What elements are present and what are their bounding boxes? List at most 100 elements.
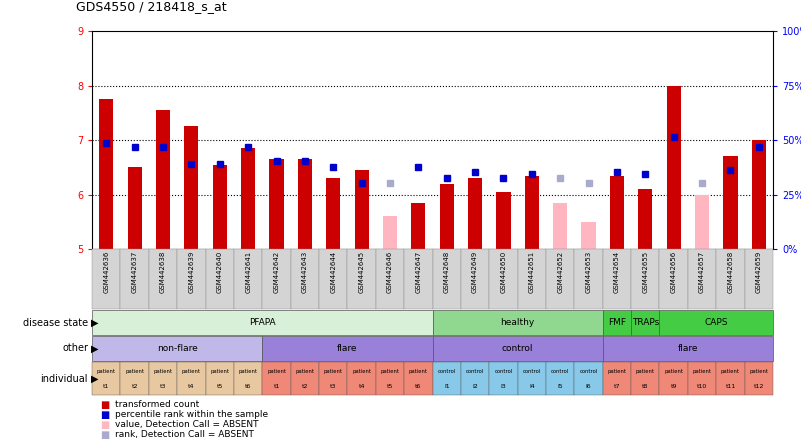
Text: patient: patient [154, 369, 172, 374]
Bar [695, 194, 709, 249]
Text: GSM442640: GSM442640 [217, 251, 223, 293]
Text: t12: t12 [754, 385, 764, 389]
Text: patient: patient [664, 369, 683, 374]
Text: transformed count: transformed count [115, 400, 199, 408]
Text: t11: t11 [725, 385, 735, 389]
Bar [156, 110, 170, 249]
Text: PFAPA: PFAPA [249, 318, 276, 327]
Text: GSM442654: GSM442654 [614, 251, 620, 293]
Text: TRAPs: TRAPs [632, 318, 659, 327]
Text: ■: ■ [100, 410, 110, 420]
Text: patient: patient [125, 369, 144, 374]
Bar [269, 159, 284, 249]
Text: patient: patient [97, 369, 116, 374]
Text: ■: ■ [100, 430, 110, 440]
Text: non-flare: non-flare [157, 344, 198, 353]
Text: l1: l1 [444, 385, 449, 389]
Bar [241, 148, 256, 249]
Text: t2: t2 [131, 385, 138, 389]
Text: GSM442638: GSM442638 [160, 251, 166, 293]
Bar [440, 184, 454, 249]
Text: individual: individual [41, 373, 88, 384]
Text: GSM442641: GSM442641 [245, 251, 252, 293]
Text: patient: patient [380, 369, 400, 374]
Text: ▶: ▶ [91, 373, 98, 384]
Text: patient: patient [721, 369, 740, 374]
Text: GSM442652: GSM442652 [557, 251, 563, 293]
Text: GSM442656: GSM442656 [670, 251, 677, 293]
Text: l2: l2 [473, 385, 478, 389]
Text: control: control [466, 369, 485, 374]
Text: GSM442650: GSM442650 [501, 251, 506, 293]
Bar [326, 178, 340, 249]
Text: t3: t3 [159, 385, 167, 389]
Text: patient: patient [749, 369, 768, 374]
Text: t8: t8 [642, 385, 649, 389]
Text: t1: t1 [103, 385, 110, 389]
Text: t9: t9 [670, 385, 677, 389]
Bar [298, 159, 312, 249]
Text: t6: t6 [245, 385, 252, 389]
Text: GSM442655: GSM442655 [642, 251, 648, 293]
Text: patient: patient [693, 369, 711, 374]
Text: patient: patient [182, 369, 201, 374]
Text: patient: patient [267, 369, 286, 374]
Text: l3: l3 [501, 385, 506, 389]
Text: l6: l6 [586, 385, 591, 389]
Text: GDS4550 / 218418_s_at: GDS4550 / 218418_s_at [76, 0, 227, 13]
Text: patient: patient [239, 369, 258, 374]
Text: percentile rank within the sample: percentile rank within the sample [115, 410, 268, 419]
Text: GSM442649: GSM442649 [472, 251, 478, 293]
Text: t4: t4 [358, 385, 365, 389]
Text: GSM442639: GSM442639 [188, 251, 195, 293]
Text: t4: t4 [188, 385, 195, 389]
Bar [184, 127, 199, 249]
Text: patient: patient [607, 369, 626, 374]
Bar [411, 203, 425, 249]
Text: l5: l5 [557, 385, 563, 389]
Bar [638, 189, 652, 249]
Text: GSM442653: GSM442653 [586, 251, 592, 293]
Text: t5: t5 [216, 385, 223, 389]
Text: FMF: FMF [608, 318, 626, 327]
Text: patient: patient [296, 369, 314, 374]
Text: GSM442647: GSM442647 [416, 251, 421, 293]
Bar [497, 192, 510, 249]
Text: t7: t7 [614, 385, 620, 389]
Text: GSM442644: GSM442644 [330, 251, 336, 293]
Text: patient: patient [409, 369, 428, 374]
Text: t6: t6 [415, 385, 421, 389]
Text: control: control [551, 369, 570, 374]
Text: rank, Detection Call = ABSENT: rank, Detection Call = ABSENT [115, 430, 253, 439]
Text: t5: t5 [387, 385, 393, 389]
Text: ■: ■ [100, 420, 110, 430]
Text: GSM442646: GSM442646 [387, 251, 393, 293]
Bar [723, 156, 738, 249]
Text: patient: patient [324, 369, 343, 374]
Bar [213, 165, 227, 249]
Text: GSM442657: GSM442657 [699, 251, 705, 293]
Bar [553, 203, 567, 249]
Text: GSM442659: GSM442659 [756, 251, 762, 293]
Text: control: control [523, 369, 541, 374]
Text: t2: t2 [302, 385, 308, 389]
Bar [383, 216, 397, 249]
Text: patient: patient [636, 369, 654, 374]
Text: GSM442642: GSM442642 [273, 251, 280, 293]
Text: GSM442658: GSM442658 [727, 251, 734, 293]
Text: control: control [502, 344, 533, 353]
Text: healthy: healthy [501, 318, 535, 327]
Bar [582, 222, 596, 249]
Text: other: other [62, 343, 88, 353]
Bar [99, 99, 114, 249]
Bar [666, 86, 681, 249]
Text: value, Detection Call = ABSENT: value, Detection Call = ABSENT [115, 420, 258, 429]
Text: GSM442643: GSM442643 [302, 251, 308, 293]
Text: CAPS: CAPS [704, 318, 728, 327]
Text: ▶: ▶ [91, 317, 98, 328]
Text: ▶: ▶ [91, 343, 98, 353]
Text: flare: flare [337, 344, 358, 353]
Text: disease state: disease state [23, 317, 88, 328]
Text: t3: t3 [330, 385, 336, 389]
Text: GSM442651: GSM442651 [529, 251, 535, 293]
